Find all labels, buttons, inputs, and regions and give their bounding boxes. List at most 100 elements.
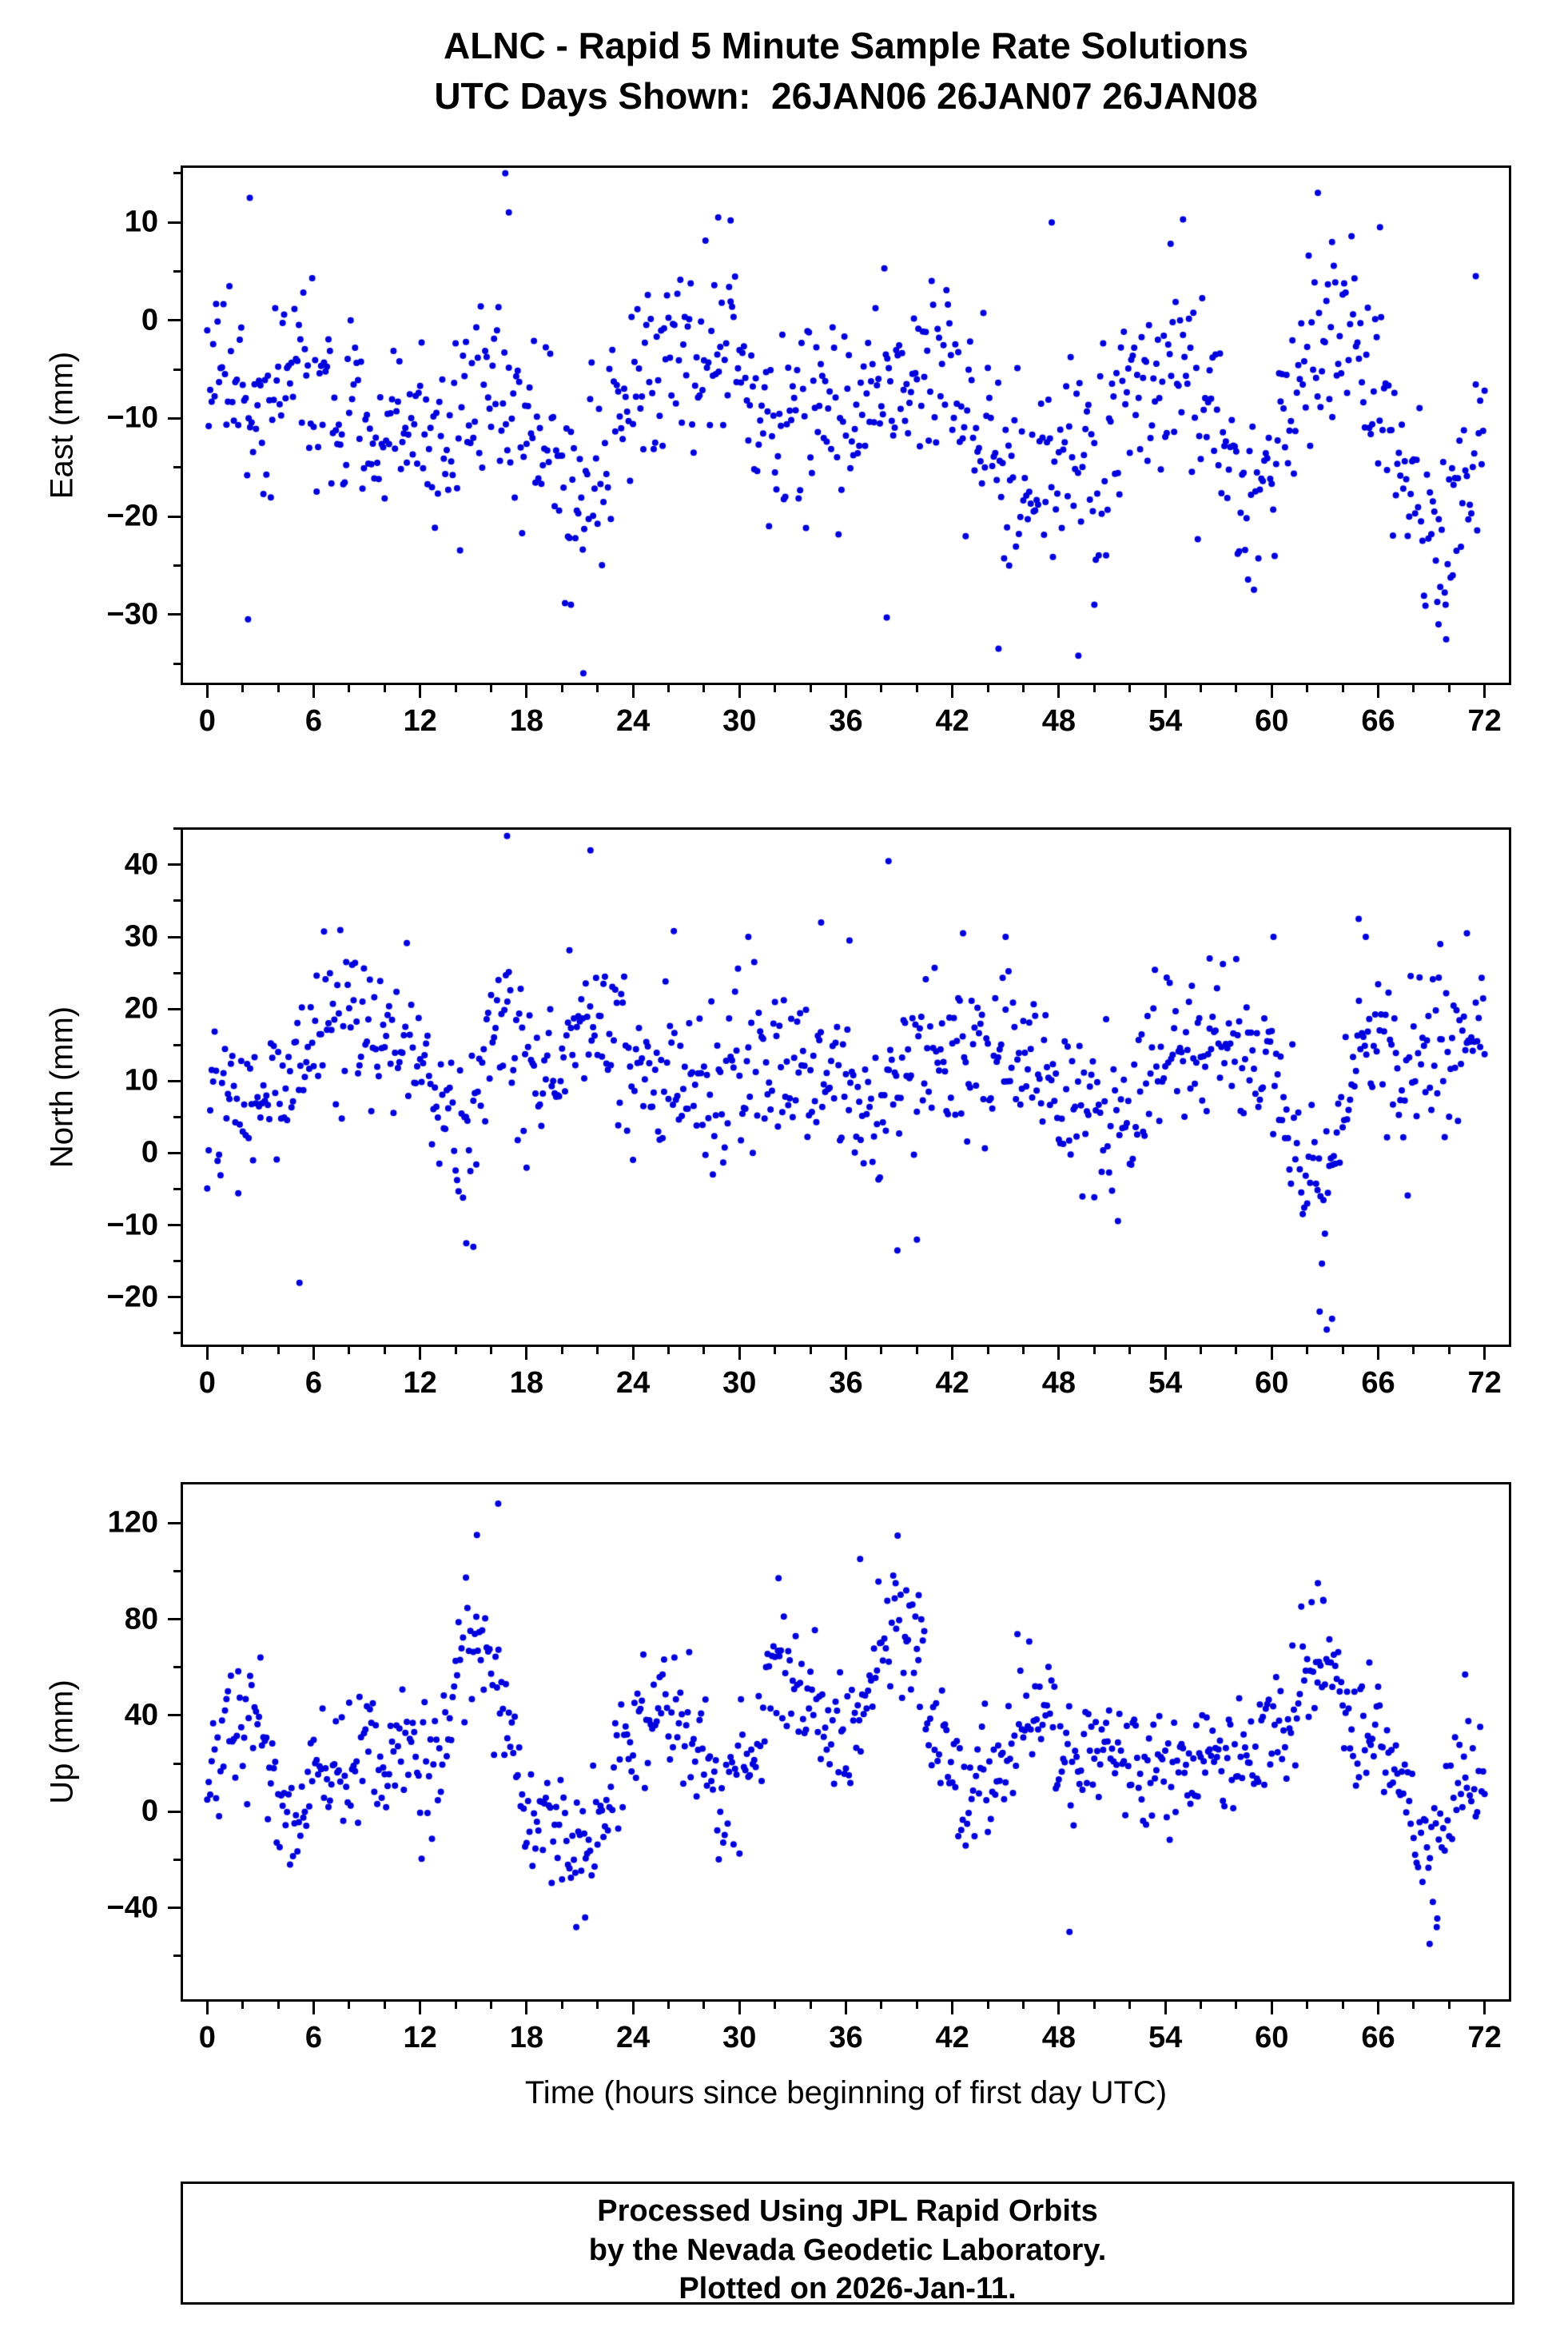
x-minor-tick xyxy=(986,1347,989,1354)
y-minor-tick xyxy=(173,899,181,903)
east-panel: East (mm) 0 6 12 18 24 30 36 42 48 54 60 66 72 −30 −20… xyxy=(45,165,1511,738)
x-minor-tick xyxy=(915,2002,918,2009)
y-minor-tick xyxy=(173,1115,181,1118)
x-tick-label: 0 xyxy=(198,2021,216,2054)
x-tick-label: 48 xyxy=(1041,2021,1077,2054)
x-tick-label: 36 xyxy=(829,1366,863,1400)
up-panel: Up (mm) 0 6 12 18 24 30 36 42 48 54 60 66 72 −40 0 40 80… xyxy=(45,1482,1511,2054)
x-minor-tick xyxy=(915,1347,918,1354)
x-tick-label: 36 xyxy=(829,704,863,738)
x-minor-tick xyxy=(277,2002,280,2009)
y-major-tick xyxy=(168,1907,181,1910)
y-major-tick xyxy=(168,1296,181,1299)
y-minor-tick xyxy=(173,827,181,831)
x-major-tick xyxy=(1377,2002,1379,2014)
north-panel: North (mm) 0 6 12 18 24 30 36 42 48 54 60 66 72 −20 −1… xyxy=(45,827,1511,1400)
y-tick-label: −20 xyxy=(106,1280,158,1314)
x-minor-tick xyxy=(348,2002,351,2009)
x-minor-tick xyxy=(774,685,777,692)
footer-line-1: Processed Using JPL Rapid Orbits xyxy=(597,2194,1098,2228)
y-tick-label: 10 xyxy=(124,205,158,239)
x-minor-tick xyxy=(809,1347,812,1354)
x-minor-tick xyxy=(1447,2002,1451,2009)
x-minor-tick xyxy=(880,2002,883,2009)
x-tick-label: 30 xyxy=(722,1366,757,1400)
x-tick-label: 6 xyxy=(304,704,323,738)
x-tick-label: 66 xyxy=(1361,704,1395,738)
x-major-tick xyxy=(1057,685,1061,698)
y-minor-tick xyxy=(173,1858,181,1861)
x-minor-tick xyxy=(1341,685,1344,692)
x-tick-label: 6 xyxy=(304,1366,323,1400)
x-minor-tick xyxy=(702,1347,706,1354)
x-major-tick xyxy=(1483,2002,1486,2014)
x-minor-tick xyxy=(490,2002,492,2009)
east-axis-label: East (mm) xyxy=(44,351,80,500)
x-minor-tick xyxy=(880,685,883,692)
x-major-tick xyxy=(845,2002,847,2014)
x-tick-label: 72 xyxy=(1467,704,1502,738)
x-major-tick xyxy=(1270,1347,1273,1360)
x-tick-label: 60 xyxy=(1255,1366,1289,1400)
x-major-tick xyxy=(738,1347,741,1360)
x-minor-tick xyxy=(560,2002,563,2009)
x-major-tick xyxy=(1164,2002,1167,2014)
x-tick-label: 12 xyxy=(403,2021,437,2054)
y-major-tick xyxy=(168,1079,181,1082)
x-tick-label: 60 xyxy=(1255,704,1289,738)
x-minor-tick xyxy=(986,685,989,692)
x-tick-label: 24 xyxy=(615,704,651,738)
x-minor-tick xyxy=(277,685,280,692)
y-major-tick xyxy=(168,863,181,867)
x-minor-tick xyxy=(241,685,245,692)
y-minor-tick xyxy=(173,564,181,567)
x-tick-label: 66 xyxy=(1361,2021,1395,2054)
x-minor-tick xyxy=(1341,1347,1344,1354)
x-minor-tick xyxy=(560,685,563,692)
y-minor-tick xyxy=(173,1569,181,1572)
x-tick-label: 42 xyxy=(935,704,969,738)
y-tick-label: 0 xyxy=(141,1794,158,1828)
y-major-tick xyxy=(168,1151,181,1154)
x-major-tick xyxy=(205,1347,209,1360)
y-major-tick xyxy=(168,1714,181,1717)
footer-box: Processed Using JPL Rapid Orbits by the … xyxy=(181,2182,1514,2305)
x-major-tick xyxy=(1164,685,1167,698)
y-major-tick xyxy=(168,1810,181,1813)
x-minor-tick xyxy=(596,1347,599,1354)
x-minor-tick xyxy=(348,1347,351,1354)
y-minor-tick xyxy=(173,1762,181,1765)
x-minor-tick xyxy=(1306,685,1309,692)
x-major-tick xyxy=(525,1347,528,1360)
y-minor-tick xyxy=(173,1332,181,1335)
x-tick-label: 0 xyxy=(198,704,216,738)
x-minor-tick xyxy=(702,2002,706,2009)
x-minor-tick xyxy=(1341,2002,1344,2009)
x-tick-label: 30 xyxy=(722,2021,757,2054)
x-tick-label: 72 xyxy=(1467,2021,1502,2054)
y-major-tick xyxy=(168,613,181,616)
x-major-tick xyxy=(205,2002,209,2014)
x-minor-tick xyxy=(383,2002,386,2009)
x-minor-tick xyxy=(1306,2002,1309,2009)
x-major-tick xyxy=(951,1347,954,1360)
x-major-tick xyxy=(845,1347,847,1360)
north-plot-frame xyxy=(181,827,1511,1347)
y-tick-label: 40 xyxy=(124,1698,158,1732)
x-major-tick xyxy=(205,685,209,698)
y-minor-tick xyxy=(173,368,181,371)
up-plot-frame xyxy=(181,1482,1511,2002)
x-major-tick xyxy=(312,1347,315,1360)
x-minor-tick xyxy=(454,1347,457,1354)
y-tick-label: 40 xyxy=(124,847,158,882)
x-minor-tick xyxy=(774,1347,777,1354)
y-minor-tick xyxy=(173,662,181,665)
y-major-tick xyxy=(168,221,181,224)
x-minor-tick xyxy=(1200,2002,1202,2009)
y-major-tick xyxy=(168,1521,181,1524)
x-major-tick xyxy=(1377,685,1379,698)
x-major-tick xyxy=(525,685,528,698)
x-minor-tick xyxy=(809,685,812,692)
x-tick-label: 18 xyxy=(509,2021,544,2054)
y-minor-tick xyxy=(173,1043,181,1046)
